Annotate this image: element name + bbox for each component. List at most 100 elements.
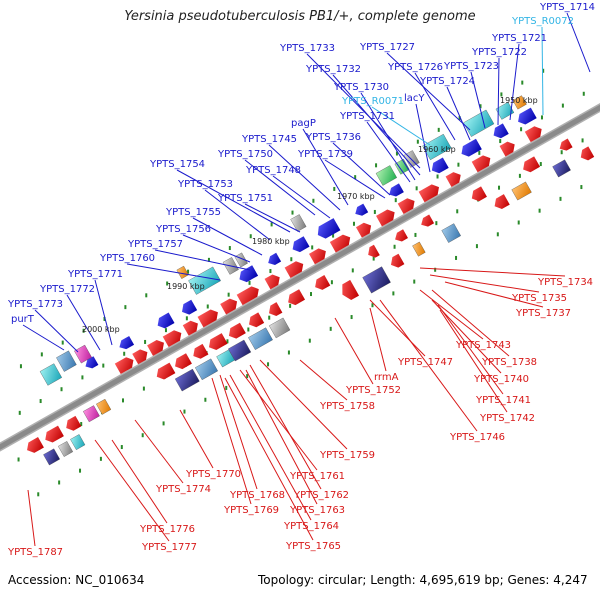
gene-feature bbox=[175, 353, 192, 370]
leader-line bbox=[259, 359, 348, 450]
leader-line bbox=[371, 106, 431, 146]
gene-label: YPTS_1753 bbox=[177, 179, 233, 190]
leader-line bbox=[66, 294, 101, 351]
gene-feature bbox=[248, 327, 273, 350]
gene-feature bbox=[494, 194, 510, 210]
gene-feature bbox=[249, 312, 265, 328]
gene-arrow bbox=[208, 333, 228, 350]
gene-feature bbox=[27, 437, 44, 453]
leader-line bbox=[419, 267, 566, 277]
gene-arrow bbox=[376, 209, 395, 227]
leader-line bbox=[182, 234, 251, 263]
gene-arrow bbox=[197, 309, 218, 328]
track-dot bbox=[80, 422, 83, 427]
gene-feature bbox=[315, 275, 331, 290]
gene-label: YPTS_1759 bbox=[319, 450, 375, 461]
leader-line bbox=[414, 72, 456, 141]
gene-label: YPTS_1722 bbox=[471, 47, 527, 58]
gene-arrow bbox=[292, 236, 310, 253]
gene-label: YPTS_1730 bbox=[333, 82, 389, 93]
leader-line bbox=[431, 289, 510, 357]
leader-line bbox=[34, 309, 79, 353]
gene-block bbox=[511, 181, 532, 201]
gene-arrow bbox=[66, 415, 82, 431]
gene-arrow bbox=[157, 312, 175, 329]
track-dot bbox=[290, 257, 293, 262]
gene-feature bbox=[412, 241, 426, 257]
gene-feature bbox=[197, 309, 218, 328]
gene-label: YPTS_1777 bbox=[141, 542, 197, 553]
track-dot bbox=[226, 339, 229, 344]
gene-label: YPTS_1736 bbox=[305, 132, 361, 143]
gene-arrow bbox=[175, 353, 192, 370]
gene-block bbox=[375, 165, 398, 186]
leader-line bbox=[302, 128, 349, 206]
gene-feature bbox=[394, 158, 410, 175]
track-dot bbox=[81, 375, 84, 380]
gene-feature bbox=[176, 265, 189, 279]
gene-feature bbox=[511, 181, 532, 201]
track-dot bbox=[478, 150, 481, 155]
gene-arrow bbox=[239, 265, 259, 283]
leader-line bbox=[444, 281, 544, 308]
track-dot bbox=[204, 397, 207, 402]
track-dot bbox=[142, 386, 145, 391]
track-dot bbox=[393, 244, 396, 249]
scale-tick-label: 2000 kbp bbox=[82, 325, 120, 334]
gene-feature bbox=[162, 330, 182, 348]
gene-arrow bbox=[355, 222, 372, 238]
gene-label: YPTS_1747 bbox=[397, 357, 453, 368]
gene-feature bbox=[523, 156, 541, 173]
gene-feature bbox=[264, 274, 280, 290]
gene-label: YPTS_1723 bbox=[443, 61, 499, 72]
gene-label: YPTS_1752 bbox=[345, 385, 401, 396]
scale-tick-label: 1970 kbp bbox=[337, 192, 375, 201]
gene-label: YPTS_1750 bbox=[217, 149, 273, 160]
leader-line bbox=[541, 26, 544, 116]
gene-block bbox=[228, 339, 252, 362]
gene-arrow bbox=[461, 138, 482, 157]
gene-block bbox=[83, 405, 100, 423]
track-dot bbox=[312, 198, 315, 203]
leader-line bbox=[126, 263, 221, 281]
gene-block bbox=[463, 109, 495, 137]
gene-feature bbox=[441, 223, 461, 243]
gene-feature bbox=[329, 234, 351, 253]
gene-feature bbox=[268, 317, 291, 339]
gene-block bbox=[74, 344, 92, 364]
leader-line bbox=[332, 74, 421, 176]
gene-feature bbox=[397, 198, 415, 215]
track-dot bbox=[187, 269, 190, 274]
track-dot bbox=[394, 198, 397, 203]
track-dot bbox=[120, 445, 123, 450]
gene-feature bbox=[43, 448, 60, 466]
track-dot bbox=[582, 91, 585, 96]
track-dot bbox=[479, 104, 482, 109]
track-dot bbox=[162, 421, 165, 426]
gene-arrow bbox=[395, 229, 408, 242]
gene-arrow bbox=[268, 252, 282, 265]
gene-arrow bbox=[119, 336, 135, 350]
gene-feature bbox=[288, 289, 306, 306]
leader-line bbox=[306, 53, 421, 169]
track-dot bbox=[61, 340, 64, 345]
gene-arrow bbox=[193, 343, 209, 359]
gene-feature bbox=[114, 357, 134, 375]
gene-block bbox=[394, 158, 410, 175]
gene-feature bbox=[182, 320, 198, 336]
gene-arrow bbox=[493, 123, 509, 139]
track-dot bbox=[351, 268, 354, 273]
track-dot bbox=[228, 246, 231, 251]
backbone-line bbox=[0, 104, 600, 450]
track-dot bbox=[436, 174, 439, 179]
gene-block bbox=[57, 441, 74, 457]
leader-line bbox=[211, 377, 252, 505]
track-dot bbox=[123, 351, 126, 356]
track-dot bbox=[183, 409, 186, 414]
gene-label: YPTS_1735 bbox=[511, 293, 567, 304]
leader-line bbox=[268, 144, 341, 211]
leader-line bbox=[334, 317, 374, 385]
track-dot bbox=[122, 398, 124, 403]
scale-tick-label: 1990 kbp bbox=[167, 282, 205, 291]
leader-line bbox=[272, 175, 331, 219]
